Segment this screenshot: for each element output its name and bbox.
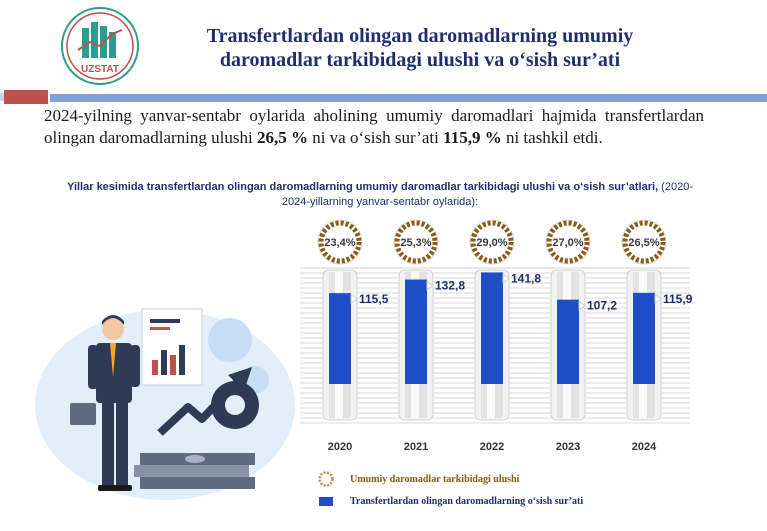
growth-bar [405, 279, 427, 384]
legend-share-label: Umumiy daromadlar tarkibidagi ulushi [350, 473, 520, 485]
lead-text-3: ni tashkil etdi. [501, 128, 603, 147]
money-stack [134, 453, 255, 489]
year-tick-label: 2024 [632, 441, 657, 453]
share-value-label: 29,0% [476, 237, 507, 249]
share-ring [394, 220, 438, 264]
growth-bar [633, 292, 655, 384]
growth-bar [557, 299, 579, 384]
year-tick-label: 2020 [328, 441, 352, 453]
year-tick-label: 2023 [556, 441, 580, 453]
chart-subtitle-period: (2020-2024-yillarning yanvar-sentabr oyl… [281, 181, 693, 208]
share-ring-center [478, 228, 506, 256]
title-line-1: Transfertlardan olingan daromadlarning u… [206, 25, 634, 47]
businessman-figure [70, 315, 140, 491]
businessman-illustration [35, 308, 295, 500]
lead-paragraph: 2024-yilning yanvar-sentabr oylarida aho… [44, 105, 704, 149]
year-tick-label: 2021 [404, 441, 428, 453]
uzstat-logo: UZSTAT [61, 7, 139, 85]
share-ring [622, 220, 666, 264]
report-sheet [141, 308, 203, 386]
bar-tag [578, 300, 586, 311]
bar-tag [654, 293, 662, 304]
ring-legend-icon [318, 471, 334, 487]
share-ring [546, 220, 590, 264]
title-line-2: daromadlar tarkibidagi ulushi va o‘sish … [219, 49, 621, 71]
bar-value-label: 115,5 [359, 292, 389, 306]
share-value-label: 27,0% [552, 237, 583, 249]
lead-text-2: ni va o‘sish sur’ati [307, 128, 444, 147]
growth-bar [481, 272, 503, 384]
share-ring [318, 220, 362, 264]
growth-arrow [157, 374, 245, 436]
legend-item-share: Umumiy daromadlar tarkibidagi ulushi [316, 468, 736, 490]
bar-tag [350, 294, 358, 305]
share-value-label: 26,5% [628, 237, 659, 249]
share-value-label: 23,4% [324, 237, 355, 249]
arrow-head-icon [228, 367, 252, 391]
bar-value-label: 115,9 [663, 292, 693, 306]
growth-bar [329, 293, 351, 384]
legend-growth-label: Transfertlardan olingan daromadlarning o… [350, 495, 584, 507]
briefcase-icon [70, 403, 96, 425]
share-value-label: 25,3% [400, 237, 431, 249]
header-divider [0, 90, 767, 104]
bar-tag [502, 273, 510, 284]
logo-text: UZSTAT [81, 64, 119, 75]
legend-item-growth: Transfertlardan olingan daromadlarning o… [316, 490, 736, 512]
year-tick-label: 2022 [480, 441, 504, 453]
lead-text-1: 2024-yilning yanvar-sentabr oylarida aho… [44, 106, 704, 147]
bar-value-label: 107,2 [587, 299, 617, 313]
bar-tag [426, 280, 434, 291]
share-ring-center [326, 228, 354, 256]
bar-value-label: 141,8 [511, 271, 541, 285]
chart-legend: Umumiy daromadlar tarkibidagi ulushi Tra… [316, 468, 736, 512]
share-ring [470, 220, 514, 264]
page-title: Transfertlardan olingan daromadlarning u… [150, 24, 690, 72]
lead-share-value: 26,5 % [256, 128, 308, 147]
chart-subtitle: Yillar kesimida transfertlardan olingan … [60, 180, 700, 210]
bar-value-label: 132,8 [435, 279, 465, 293]
bar-legend-icon [319, 497, 333, 506]
transfer-income-chart: 115,5 23,4% 2020 132,8 25,3% 2021 141,8 29,0% 20… [300, 219, 693, 453]
share-ring-center [554, 228, 582, 256]
share-ring-center [402, 228, 430, 256]
share-ring-center [630, 228, 658, 256]
chart-subtitle-bold: Yillar kesimida transfertlardan olingan … [67, 181, 659, 193]
lead-growth-value: 115,9 % [443, 128, 502, 147]
